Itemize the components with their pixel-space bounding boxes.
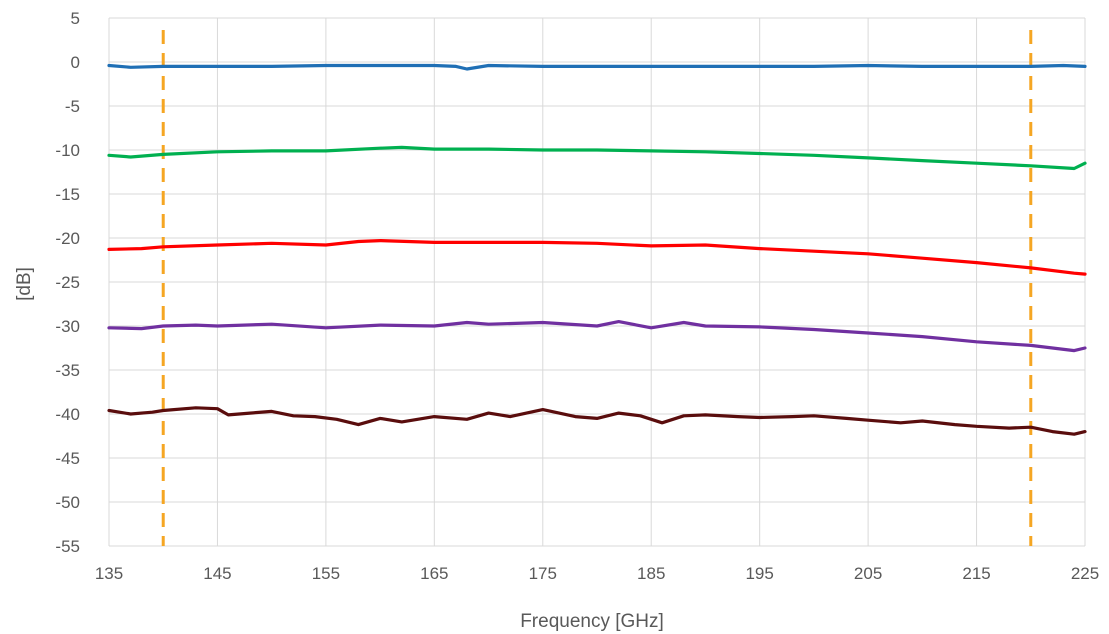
y-tick-label: 0 <box>71 53 80 72</box>
series-line <box>107 320 1087 353</box>
vertical-markers <box>161 30 1033 546</box>
x-tick-label: 215 <box>962 564 990 583</box>
series-lines <box>107 63 1087 436</box>
x-tick-label: 145 <box>203 564 231 583</box>
y-tick-label: -15 <box>55 185 80 204</box>
y-tick-label: -10 <box>55 141 80 160</box>
x-tick-label: 195 <box>745 564 773 583</box>
y-tick-label: -30 <box>55 317 80 336</box>
x-axis-title: Frequency [GHz] <box>520 611 664 632</box>
series-line <box>107 63 1087 71</box>
y-tick-label: 5 <box>71 9 80 28</box>
y-axis-title: [dB] <box>14 267 35 301</box>
grid <box>108 17 1086 547</box>
y-tick-label: -25 <box>55 273 80 292</box>
x-tick-label: 225 <box>1071 564 1099 583</box>
series-line <box>107 239 1087 276</box>
x-tick-label: 165 <box>420 564 448 583</box>
y-tick-label: -40 <box>55 405 80 424</box>
series-line <box>107 145 1087 171</box>
y-axis-ticks: 5 0 -5 -10 -15 -20 -25 -30 -35 -40 -45 -50 -55 <box>55 9 80 556</box>
y-tick-label: -50 <box>55 493 80 512</box>
y-tick-label: -45 <box>55 449 80 468</box>
x-tick-label: 175 <box>529 564 557 583</box>
x-tick-label: 135 <box>95 564 123 583</box>
y-tick-label: -55 <box>55 537 80 556</box>
x-tick-label: 155 <box>312 564 340 583</box>
y-tick-label: -5 <box>65 97 80 116</box>
y-tick-label: -35 <box>55 361 80 380</box>
y-tick-label: -20 <box>55 229 80 248</box>
x-tick-label: 185 <box>637 564 665 583</box>
x-tick-label: 205 <box>854 564 882 583</box>
series-line <box>107 406 1087 436</box>
x-axis-ticks: 135 145 155 165 175 185 195 205 215 225 <box>95 564 1099 583</box>
